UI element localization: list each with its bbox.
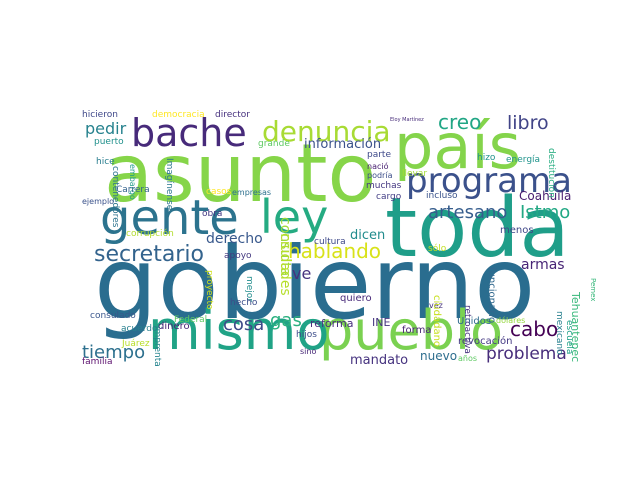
word-escuela: escuela (564, 320, 574, 355)
word-coahuila: Coahuila (519, 189, 572, 203)
word-forma: forma (402, 325, 432, 336)
word-anos: años (458, 354, 478, 363)
word-ejemplo: ejemplo (82, 197, 115, 206)
word-pais: país (394, 110, 521, 183)
word-tiempo: tiempo (82, 342, 146, 363)
word-obra: obra (202, 209, 223, 219)
word-dolares: dólares (496, 316, 526, 325)
word-gobierno: gobierno (94, 225, 536, 342)
word-nacio: nació (367, 162, 389, 171)
word-muchas: muchas (366, 181, 402, 191)
word-cabo: cabo (510, 317, 559, 341)
word-mexicano: mexicano (554, 311, 564, 355)
word-pedir: pedir (85, 119, 127, 138)
word-pemex: Pemex (589, 278, 597, 302)
word-ciudades: ciudades (277, 233, 293, 296)
word-energia: energía (506, 155, 541, 165)
word-vez: vez (429, 301, 443, 310)
word-llevar: llevar (402, 169, 428, 179)
word-gente: gente (100, 190, 239, 246)
word-mismo: mismo (148, 299, 330, 362)
word-istmo: Istmo (520, 202, 571, 223)
word-toda: toda (385, 181, 570, 276)
word-libro: libro (507, 112, 549, 134)
word-cultura: cultura (314, 237, 346, 247)
word-denuncia: denuncia (262, 115, 391, 148)
word-cloud: gobierno asunto país toda pueblo mismo gente le… (82, 108, 602, 368)
word-cargo: cargo (376, 192, 402, 202)
word-imprenta: imprenta (152, 326, 162, 367)
word-destitucion: destitución (546, 148, 556, 198)
word-podria: podría (367, 171, 393, 180)
word-democracia: democracia (152, 110, 205, 120)
word-eloy: Eloy Martínez (390, 117, 424, 123)
word-informacion: información (304, 137, 382, 152)
word-familia: familia (82, 357, 113, 367)
word-hizo: hizo (477, 153, 496, 163)
word-derecho: derecho (206, 231, 263, 247)
word-funcionario: funcionario (486, 267, 497, 324)
word-proyecto: proyecto (204, 270, 214, 310)
word-ciudadano: ciudadano (431, 295, 442, 348)
word-grande: grande (258, 139, 290, 149)
word-hice: hice (96, 157, 115, 167)
word-consulado: consulado (90, 311, 136, 321)
word-empresas: empresas (232, 188, 272, 197)
word-bache: bache (131, 111, 247, 155)
word-ley: ley (260, 190, 329, 244)
word-hijos: hijos (296, 330, 317, 340)
word-pueblo: pueblo (319, 299, 504, 362)
word-armas: armas (521, 257, 565, 273)
word-hecho: hecho (230, 298, 258, 308)
word-programa: programa (406, 161, 572, 201)
word-unidos: Unidos (457, 316, 492, 327)
word-apoyo: apoyo (224, 251, 252, 261)
word-asunto: asunto (104, 127, 377, 220)
word-artesano: artesano (428, 202, 508, 223)
word-acuerdo: acuerdo (121, 324, 158, 334)
word-sino: sino (300, 347, 317, 356)
word-ine: INE (372, 316, 391, 329)
word-nuevo: nuevo (420, 349, 458, 363)
word-menos: menos (500, 225, 534, 236)
word-gas: gas (270, 310, 302, 331)
word-mandato: mandato (350, 353, 409, 368)
word-quiero: quiero (340, 293, 372, 304)
word-imaginense: Imagínense (164, 158, 174, 211)
word-problema: problema (486, 344, 567, 364)
word-cosa: cosa (223, 314, 265, 335)
word-puerto: puerto (94, 137, 124, 147)
word-ve: ve (292, 264, 312, 283)
word-hablando: hablando (288, 239, 382, 263)
word-federal: Federal (174, 315, 208, 325)
word-incluso: incluso (426, 191, 458, 201)
word-director: director (215, 110, 250, 120)
word-secretario: secretario (94, 242, 204, 267)
word-hicieron: hicieron (82, 110, 118, 120)
word-corrupcion: corrupción (126, 229, 174, 239)
word-juarez: Juárez (122, 339, 150, 349)
word-creo: creo (438, 110, 482, 134)
word-parte: parte (367, 150, 391, 160)
word-revocacion: revocación (458, 336, 513, 347)
word-reforma: reforma (310, 317, 354, 330)
word-dinero: dinero (158, 321, 190, 332)
word-casos: casos (206, 187, 232, 197)
word-carrera: Carrera (116, 185, 150, 195)
word-dicen: dicen (350, 228, 386, 243)
word-solo: sólo (428, 244, 447, 254)
